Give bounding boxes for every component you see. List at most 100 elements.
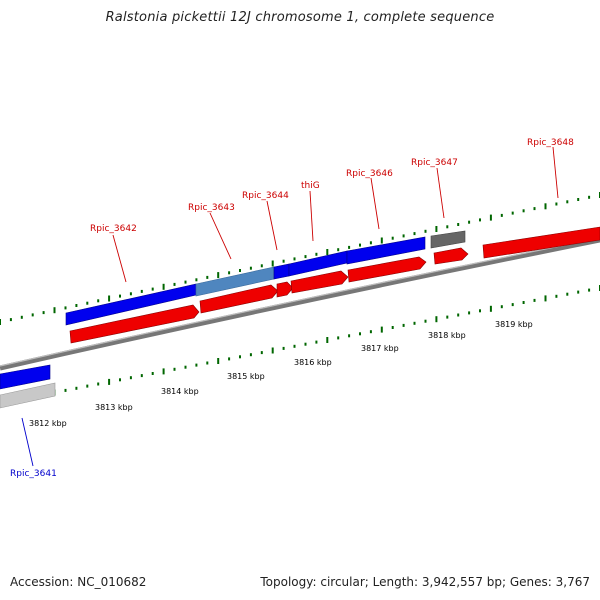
tick-mark xyxy=(522,209,525,213)
tick-mark xyxy=(577,290,580,294)
tick-mark xyxy=(184,365,187,369)
scale-label-3819: 3819 kbp xyxy=(495,320,533,329)
tick-mark xyxy=(369,241,372,245)
tick-mark xyxy=(500,213,503,217)
tick-mark xyxy=(31,313,34,317)
gene-arrow-rpic-3642[interactable] xyxy=(69,304,200,344)
scale-label-3818: 3818 kbp xyxy=(428,331,466,340)
tick-mark xyxy=(195,278,198,282)
tick-mark xyxy=(173,367,176,371)
tick-mark xyxy=(173,282,176,286)
tick-mark xyxy=(293,257,296,261)
chromosome-backbone xyxy=(0,237,600,371)
tick-mark xyxy=(315,340,318,344)
tick-mark xyxy=(271,347,274,354)
tick-mark xyxy=(315,252,318,256)
tick-mark xyxy=(75,386,78,390)
tick-mark xyxy=(391,326,394,329)
tick-mark xyxy=(566,292,569,296)
forward-strand-track xyxy=(0,230,466,409)
tick-mark xyxy=(151,287,154,291)
tick-mark xyxy=(500,305,503,309)
tick-mark xyxy=(468,220,471,224)
gene-block-rpic-3641-forward[interactable] xyxy=(0,364,51,390)
tick-mark xyxy=(533,207,536,211)
tick-mark xyxy=(489,214,492,221)
tick-mark xyxy=(217,272,220,279)
tick-mark xyxy=(97,382,100,386)
tick-mark xyxy=(588,288,591,292)
scale-label-3816: 3816 kbp xyxy=(294,358,332,367)
tick-mark xyxy=(206,361,209,365)
tick-mark xyxy=(271,260,274,267)
tick-mark xyxy=(86,384,89,388)
tick-mark xyxy=(457,223,460,226)
gene-arrow-rpic-3647[interactable] xyxy=(433,247,469,265)
gene-block-faded-forward[interactable] xyxy=(0,382,56,409)
tick-mark xyxy=(337,248,340,252)
tick-mark xyxy=(129,292,132,296)
outer-tick-track xyxy=(0,192,600,325)
gene-label-rpic-3647[interactable]: Rpic_3647 xyxy=(411,158,458,168)
tick-mark xyxy=(249,266,252,270)
tick-mark xyxy=(402,323,405,327)
tick-mark xyxy=(424,319,427,323)
tick-mark xyxy=(435,226,438,232)
topology-text: Topology: circular; Length: 3,942,557 bp… xyxy=(260,575,590,589)
scale-label-3815: 3815 kbp xyxy=(227,372,265,381)
tick-mark xyxy=(282,259,285,263)
tick-mark xyxy=(293,344,296,348)
gene-label-rpic-3643[interactable]: Rpic_3643 xyxy=(188,203,235,213)
tick-mark xyxy=(555,294,558,298)
gene-arrow-rpic-3646[interactable] xyxy=(347,256,427,283)
tick-mark xyxy=(544,295,547,302)
gene-arrow-rpic-3644[interactable] xyxy=(276,281,294,298)
gene-block-rpic-3644-forward[interactable] xyxy=(273,263,290,280)
tick-mark xyxy=(260,351,263,355)
scale-label-3813: 3813 kbp xyxy=(95,403,133,412)
tick-mark xyxy=(140,374,143,378)
gene-label-thig[interactable]: thiG xyxy=(301,181,320,191)
tick-mark xyxy=(555,202,558,206)
tick-mark xyxy=(511,303,514,307)
gene-label-rpic-3644[interactable]: Rpic_3644 xyxy=(242,191,289,201)
gene-label-rpic-3641[interactable]: Rpic_3641 xyxy=(10,469,57,479)
gene-arrow-thig[interactable] xyxy=(290,270,349,294)
tick-mark xyxy=(239,269,241,272)
tick-mark xyxy=(446,315,449,319)
gene-label-rpic-3642[interactable]: Rpic_3642 xyxy=(90,224,137,234)
tick-mark xyxy=(533,298,536,302)
tick-mark xyxy=(42,311,45,315)
tick-mark xyxy=(413,321,416,325)
tick-mark xyxy=(0,319,1,325)
reverse-strand-track xyxy=(69,226,600,344)
tick-mark xyxy=(522,301,525,304)
gene-block-rpic-3647-forward[interactable] xyxy=(430,230,466,249)
tick-mark xyxy=(75,304,78,307)
gene-block-rpic-3646-forward[interactable] xyxy=(346,236,426,265)
tick-mark xyxy=(380,237,383,244)
tick-mark xyxy=(457,313,460,317)
tick-mark xyxy=(326,249,329,255)
tick-mark xyxy=(20,315,23,319)
gene-arrow-rpic-3648[interactable] xyxy=(482,226,600,259)
gene-arrow-rpic-3643[interactable] xyxy=(199,284,279,314)
tick-mark xyxy=(260,264,263,268)
tick-mark xyxy=(108,378,111,385)
tick-mark xyxy=(53,307,56,314)
tick-mark xyxy=(326,337,329,343)
tick-mark xyxy=(479,309,481,313)
tick-mark xyxy=(108,295,111,302)
tick-mark xyxy=(228,357,231,361)
tick-mark xyxy=(402,234,405,238)
scale-labels: 3812 kbp 3813 kbp 3814 kbp 3815 kbp 3816… xyxy=(29,320,533,428)
gene-label-rpic-3646[interactable]: Rpic_3646 xyxy=(346,169,393,179)
map-title: Ralstonia pickettii 12J chromosome 1, co… xyxy=(105,10,495,25)
tick-mark xyxy=(588,195,591,199)
gene-label-rpic-3648[interactable]: Rpic_3648 xyxy=(527,138,574,148)
tick-mark xyxy=(151,372,154,375)
tick-mark xyxy=(468,311,471,315)
scale-label-3817: 3817 kbp xyxy=(361,344,399,353)
tick-mark xyxy=(97,299,100,303)
